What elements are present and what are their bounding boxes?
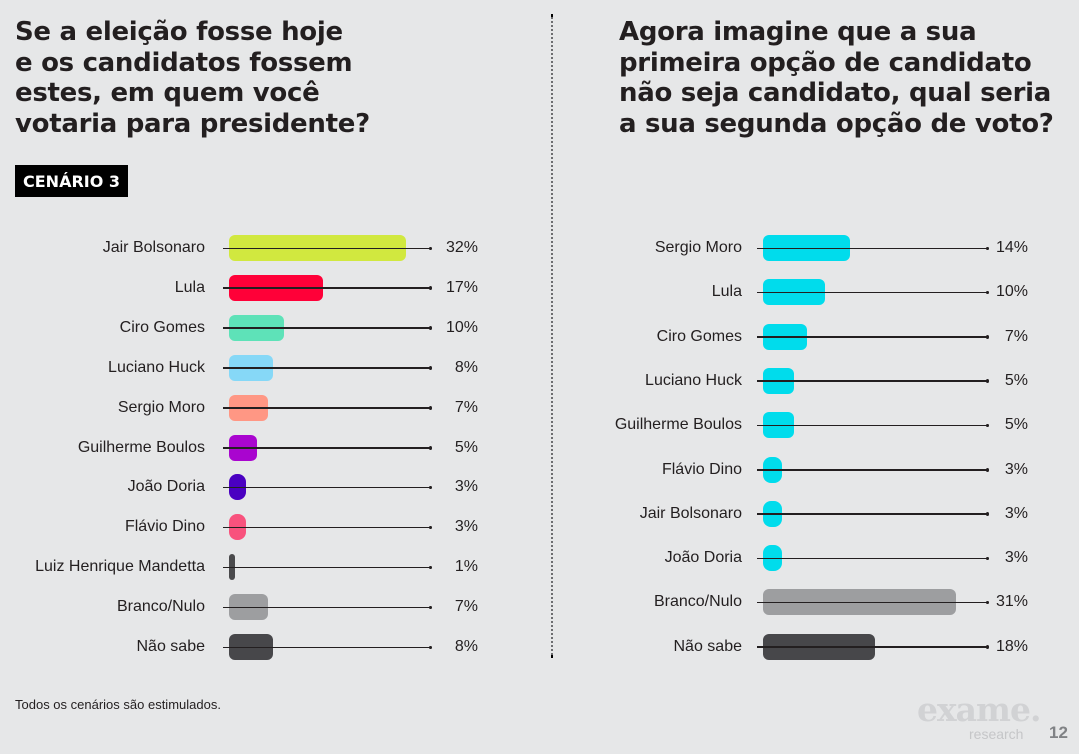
category-label: Jair Bolsonaro bbox=[639, 504, 742, 522]
leader-line bbox=[223, 605, 432, 609]
leader-line bbox=[223, 326, 432, 330]
leader-line bbox=[223, 526, 432, 529]
value-label: 10% bbox=[445, 318, 478, 336]
value-label: 14% bbox=[995, 239, 1028, 256]
leader-line bbox=[223, 286, 432, 290]
page-number: 12 bbox=[1049, 723, 1068, 742]
research-label: research bbox=[969, 726, 1024, 742]
value-label: 5% bbox=[454, 438, 478, 456]
leader-line bbox=[757, 512, 989, 516]
leader-line bbox=[757, 556, 989, 560]
value-label: 3% bbox=[454, 518, 478, 536]
leader-line bbox=[757, 379, 989, 383]
leader-line bbox=[757, 291, 989, 294]
leader-line bbox=[757, 601, 989, 604]
value-label: 32% bbox=[445, 239, 478, 256]
leader-line bbox=[223, 645, 432, 649]
category-label: Ciro Gomes bbox=[119, 318, 205, 336]
bar-row: Não sabe 8% bbox=[0, 634, 1079, 660]
leader-line bbox=[223, 366, 432, 370]
bar-row: Sergio Moro 7% bbox=[0, 394, 1079, 421]
category-label: Branco/Nulo bbox=[653, 593, 742, 611]
leader-line bbox=[757, 645, 989, 649]
left-chart-title: Se a eleição fosse hoje e os candidatos … bbox=[15, 17, 370, 139]
value-label: 7% bbox=[454, 398, 478, 416]
right-chart-title: Agora imagine que a sua primeira opção d… bbox=[619, 17, 1054, 139]
leader-line bbox=[757, 423, 989, 427]
value-label: 8% bbox=[454, 358, 478, 376]
category-label: Sergio Moro bbox=[654, 239, 742, 256]
value-label: 3% bbox=[1004, 504, 1028, 522]
bar-row: João Doria 3% bbox=[0, 545, 1079, 572]
category-label: Guilherme Boulos bbox=[77, 438, 205, 456]
value-label: 31% bbox=[995, 593, 1028, 611]
bar-row: João Doria 3% bbox=[0, 474, 1079, 501]
value-label: 5% bbox=[1004, 416, 1028, 434]
category-label: Lula bbox=[174, 278, 205, 296]
value-label: 5% bbox=[1004, 371, 1028, 389]
value-label: 8% bbox=[454, 638, 478, 655]
value-label: 3% bbox=[1004, 460, 1028, 478]
section-divider bbox=[551, 14, 553, 658]
leader-line bbox=[757, 335, 989, 338]
leader-line bbox=[223, 446, 432, 449]
scenario-badge: CENÁRIO 3 bbox=[15, 165, 129, 197]
bar-row: Jair Bolsonaro 3% bbox=[0, 500, 1079, 527]
value-label: 3% bbox=[1004, 549, 1028, 567]
category-label: João Doria bbox=[127, 478, 205, 496]
bar-row: Branco/Nulo 7% bbox=[0, 594, 1079, 621]
leader-line bbox=[757, 468, 989, 471]
leader-line bbox=[757, 246, 989, 250]
category-label: Flávio Dino bbox=[661, 460, 742, 478]
bar-row: Lula 17% bbox=[0, 274, 1079, 301]
value-label: 18% bbox=[995, 637, 1028, 655]
bar-row: Flávio Dino 3% bbox=[0, 514, 1079, 541]
value-label: 17% bbox=[445, 278, 478, 296]
category-label: Sergio Moro bbox=[117, 398, 205, 416]
leader-line bbox=[223, 486, 432, 489]
bar-row: Luciano Huck 5% bbox=[0, 367, 1079, 394]
bar-row: Luiz Henrique Mandetta 1% bbox=[0, 554, 1079, 581]
bar-row: Branco/Nulo 31% bbox=[0, 589, 1079, 616]
leader-line bbox=[223, 406, 432, 409]
category-label: Luiz Henrique Mandetta bbox=[35, 558, 205, 576]
bar-row: Ciro Gomes 10% bbox=[0, 314, 1079, 341]
category-label: Jair Bolsonaro bbox=[102, 239, 205, 256]
bar-row: Flávio Dino 3% bbox=[0, 456, 1079, 483]
category-label: Luciano Huck bbox=[645, 371, 742, 389]
bar-row: Não sabe 18% bbox=[0, 633, 1079, 660]
value-label: 1% bbox=[454, 558, 478, 576]
bar-row: Lula 10% bbox=[0, 279, 1079, 306]
category-label: Branco/Nulo bbox=[116, 598, 205, 616]
value-label: 7% bbox=[454, 598, 478, 616]
category-label: Ciro Gomes bbox=[656, 327, 742, 345]
leader-line bbox=[223, 246, 432, 250]
leader-line bbox=[223, 565, 432, 569]
value-label: 10% bbox=[995, 283, 1028, 301]
category-label: Luciano Huck bbox=[108, 358, 205, 376]
category-label: Não sabe bbox=[673, 637, 743, 655]
bar-row: Jair Bolsonaro 32% bbox=[0, 235, 1079, 261]
category-label: Lula bbox=[711, 283, 742, 301]
bar-row: Guilherme Boulos 5% bbox=[0, 434, 1079, 461]
value-label: 3% bbox=[454, 478, 478, 496]
exame-logo: exame. bbox=[917, 690, 1041, 729]
category-label: Não sabe bbox=[136, 638, 206, 655]
category-label: Guilherme Boulos bbox=[614, 416, 742, 434]
bar-row: Guilherme Boulos 5% bbox=[0, 412, 1079, 439]
category-label: João Doria bbox=[664, 549, 742, 567]
value-label: 7% bbox=[1004, 327, 1028, 345]
bar-row: Sergio Moro 14% bbox=[0, 235, 1079, 261]
footnote: Todos os cenários são estimulados. bbox=[15, 697, 221, 712]
bar-row: Ciro Gomes 7% bbox=[0, 323, 1079, 350]
category-label: Flávio Dino bbox=[124, 518, 205, 536]
bar-row: Luciano Huck 8% bbox=[0, 354, 1079, 381]
